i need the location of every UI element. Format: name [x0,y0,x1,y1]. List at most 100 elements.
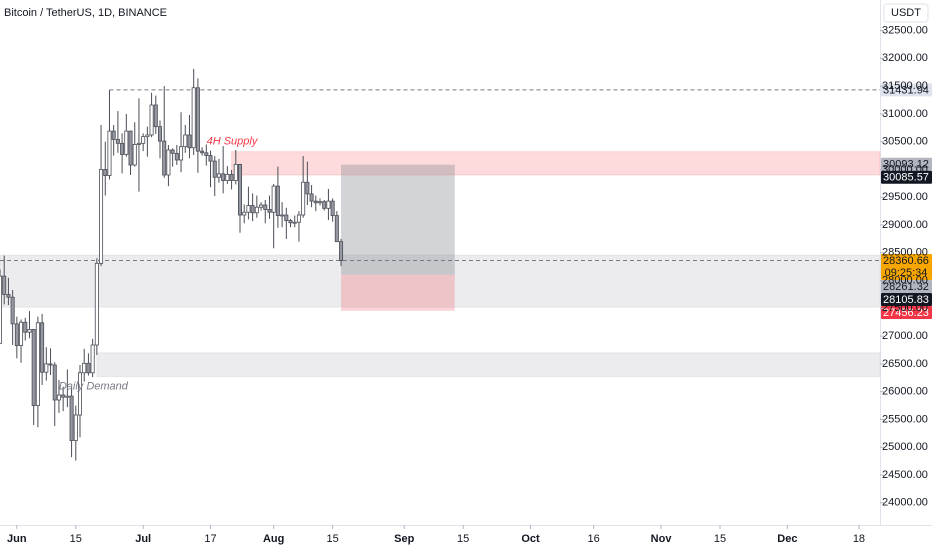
candle-body [174,152,179,161]
candle-body [145,134,150,138]
candle-body [44,363,49,373]
candle-body [187,134,192,149]
candle-body [128,130,133,166]
candle-body [27,329,32,333]
countdown-label: 09:25:34 [885,267,928,279]
price-label: 30085.57 [883,172,929,184]
candle-body [149,104,154,136]
y-tick-label: 24000.00 [882,497,928,509]
candle-body [183,134,188,148]
x-tick-label: Jul [135,533,151,545]
y-tick-label: 27000.00 [882,330,928,342]
candle-body [200,150,205,154]
y-tick-label: 31000.00 [882,108,928,120]
y-tick-label: 28500.00 [882,247,928,259]
candle-body [292,221,297,224]
zone [231,151,881,176]
zone [96,352,881,378]
price-label: 28360.66 [883,255,929,267]
price-label-bg [881,83,932,97]
candle-body [322,201,327,209]
candle-body [237,164,242,216]
candle-body [0,275,2,344]
candle-body [195,87,200,152]
candle-body [136,142,141,145]
candle-body [132,144,137,166]
candle-body [153,104,158,128]
position-stop [341,274,455,311]
currency-button[interactable] [883,3,929,23]
candle-body [267,209,272,213]
candle-body [31,329,36,406]
candle-body [216,173,221,178]
x-tick-label: 18 [853,533,865,545]
price-label-bg [881,306,932,320]
candle-body [317,201,322,204]
y-tick-label: 27500.00 [882,302,928,314]
x-tick-label: Nov [651,533,673,545]
candle-body [301,181,306,216]
candle-body [259,204,264,208]
y-tick-label: 26500.00 [882,358,928,370]
candle-body [208,155,213,162]
y-tick-label: 32500.00 [882,24,928,36]
x-tick-label: Oct [521,533,540,545]
candle-body [94,262,99,346]
y-tick-label: 25500.00 [882,413,928,425]
candle-body [115,139,120,144]
y-tick-label: 28000.00 [882,274,928,286]
candle-body [246,205,251,213]
candle-body [254,206,259,214]
candle-body [179,146,184,161]
position-target [341,164,455,275]
candle-body [284,214,289,221]
candle-body [107,130,112,176]
candle-body [10,296,15,325]
candle-body [2,275,7,295]
price-label-bg [881,157,932,171]
lines [0,89,880,262]
y-tick-label: 25000.00 [882,441,928,453]
candle-body [124,130,129,155]
candle-body [99,169,104,264]
currency-label[interactable]: USDT [891,7,921,19]
candle-body [14,323,19,346]
candle-body [334,215,339,243]
zone-label: Daily Demand [59,381,129,393]
y-tick-label: 30000.00 [882,163,928,175]
x-tick-label: Aug [263,533,284,545]
x-tick-label: 15 [457,533,469,545]
candle-body [330,200,335,216]
candle-body [309,193,314,202]
candle-body [78,372,83,416]
price-label-bg [881,254,932,281]
candle-body [111,130,116,140]
candle-body [296,214,301,223]
candle-body [229,174,234,181]
candle-body [166,149,171,176]
candle-body [305,181,310,195]
price-label-bg [881,170,932,184]
candle-body [326,200,331,209]
candle-body [65,395,70,398]
zones [0,151,881,378]
candle-body [288,220,293,224]
candle-body [212,160,217,178]
candle-body [35,322,40,406]
price-label: 30093.12 [883,159,929,171]
candles [0,68,344,461]
y-tick-label: 26000.00 [882,386,928,398]
price-label-bg [881,280,932,294]
candle-body [6,294,11,298]
y-tick-label: 29000.00 [882,219,928,231]
candle-body [61,394,66,398]
candle-body [56,394,61,401]
price-label: 28105.83 [883,294,929,306]
zone-label: 4H Supply [207,136,259,148]
candle-body [242,211,247,216]
candle-body [48,363,53,366]
candle-body [271,185,276,213]
candle-body [313,200,318,204]
